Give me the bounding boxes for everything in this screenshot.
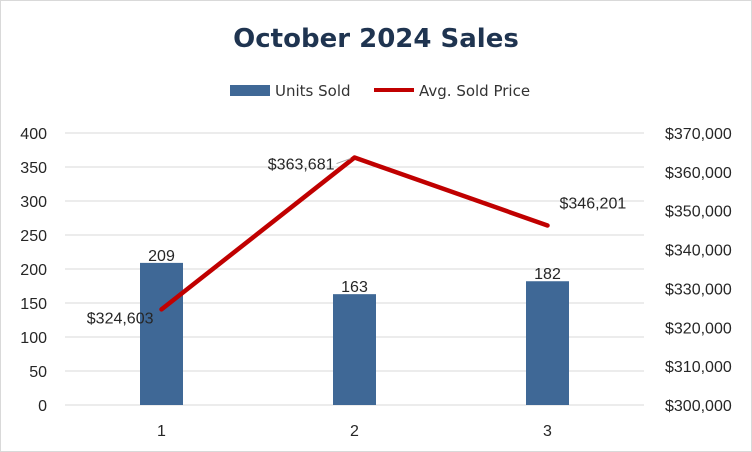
bar-units-sold (526, 281, 569, 405)
right-tick-label: $360,000 (665, 165, 732, 182)
left-tick-label: 250 (20, 228, 47, 245)
right-tick-label: $370,000 (665, 126, 732, 143)
legend-swatch-units-sold (230, 85, 270, 96)
x-tick-label: 3 (543, 423, 552, 440)
right-tick-label: $330,000 (665, 281, 732, 298)
data-label-units-sold: 163 (341, 279, 368, 296)
data-label-avg-sold-price: $324,603 (87, 310, 154, 327)
data-labels: 209 163 182 $324,603 $363,681 $346,201 (87, 157, 627, 328)
line-series-avg-sold-price (159, 155, 550, 312)
left-tick-label: 300 (20, 194, 47, 211)
left-tick-label: 0 (38, 398, 47, 415)
chart-title: October 2024 Sales (233, 24, 519, 54)
right-tick-label: $320,000 (665, 320, 732, 337)
x-axis-ticks: 1 2 3 (157, 423, 552, 440)
left-tick-label: 100 (20, 330, 47, 347)
right-tick-label: $310,000 (665, 359, 732, 376)
legend-label-units-sold: Units Sold (275, 82, 351, 100)
x-tick-label: 1 (157, 423, 166, 440)
data-label-units-sold: 182 (534, 266, 561, 283)
right-tick-label: $350,000 (665, 204, 732, 221)
right-axis-ticks: $300,000 $310,000 $320,000 $330,000 $340,000… (665, 126, 732, 415)
x-tick-label: 2 (350, 423, 359, 440)
left-tick-label: 400 (20, 126, 47, 143)
data-label-avg-sold-price: $363,681 (268, 157, 335, 174)
right-tick-label: $300,000 (665, 398, 732, 415)
line-avg-sold-price (159, 155, 550, 312)
left-tick-label: 350 (20, 160, 47, 177)
legend: Units Sold Avg. Sold Price (230, 82, 530, 100)
left-axis-ticks: 0 50 100 150 200 250 300 350 400 (20, 126, 47, 415)
data-label-units-sold: 209 (148, 248, 175, 265)
data-label-avg-sold-price: $346,201 (560, 195, 627, 212)
bar-units-sold (140, 262, 183, 405)
legend-label-avg-sold-price: Avg. Sold Price (419, 82, 530, 100)
left-tick-label: 200 (20, 262, 47, 279)
right-tick-label: $340,000 (665, 243, 732, 260)
left-tick-label: 150 (20, 296, 47, 313)
left-tick-label: 50 (29, 364, 47, 381)
bar-series-units-sold (140, 262, 569, 405)
bar-units-sold (333, 294, 376, 405)
data-label-leader-line (336, 158, 351, 165)
